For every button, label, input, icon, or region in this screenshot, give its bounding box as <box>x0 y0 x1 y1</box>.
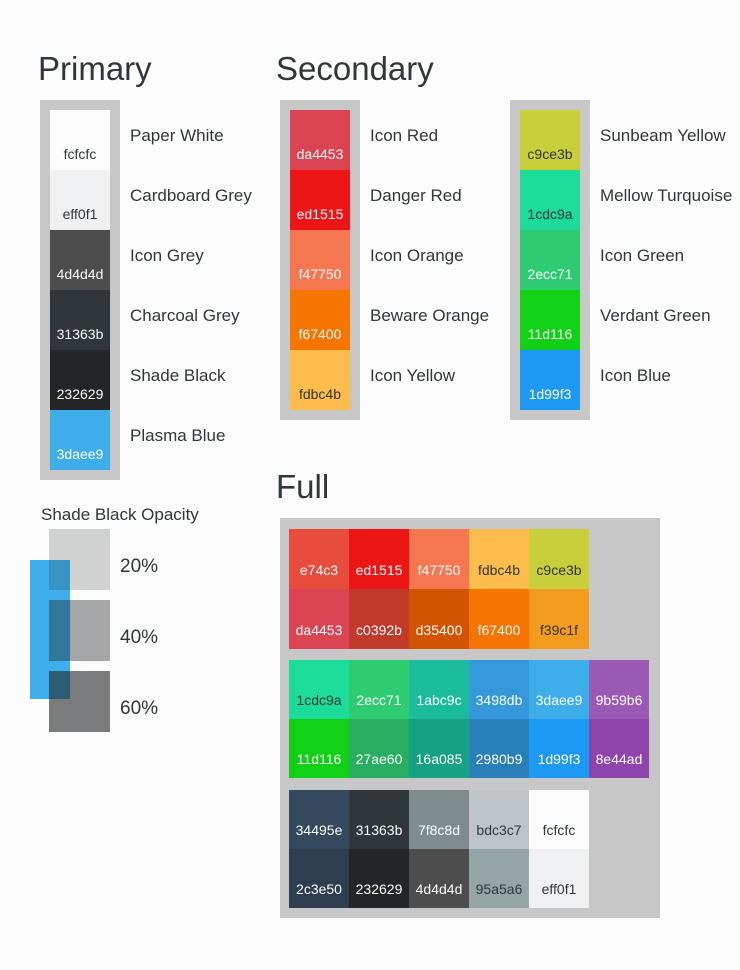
palette-cell: ed1515 <box>349 529 409 589</box>
color-swatch: f67400 <box>290 290 350 350</box>
palette-cell: 1abc9c <box>409 660 469 719</box>
opacity-swatch <box>49 529 110 590</box>
palette-cell: 2ecc71 <box>349 660 409 719</box>
palette-cell: c9ce3b <box>529 529 589 589</box>
palette-cell: 34495e <box>289 790 349 849</box>
color-name-label: Paper White <box>130 126 224 145</box>
palette-cell: 11d116 <box>289 719 349 778</box>
palette-cell: 7f8c8d <box>409 790 469 849</box>
palette-cell: 2980b9 <box>469 719 529 778</box>
color-swatch: 232629 <box>50 350 110 410</box>
opacity-swatch <box>49 671 110 732</box>
palette-cell: e74c3 <box>289 529 349 589</box>
color-swatch: 1cdc9a <box>520 170 580 230</box>
color-swatch: eff0f1 <box>50 170 110 230</box>
secondary-heading: Secondary <box>276 50 434 87</box>
color-swatch: 31363b <box>50 290 110 350</box>
color-name-label: Danger Red <box>370 186 462 205</box>
opacity-percent-label: 20% <box>120 556 159 577</box>
color-swatch: da4453 <box>290 110 350 170</box>
palette-cell: 31363b <box>349 790 409 849</box>
palette-cell: eff0f1 <box>529 849 589 908</box>
palette-cell: f47750 <box>409 529 469 589</box>
palette-cell: 232629 <box>349 849 409 908</box>
color-name-label: Sunbeam Yellow <box>600 126 726 145</box>
palette-cell: 9b59b6 <box>589 660 649 719</box>
color-name-label: Cardboard Grey <box>130 186 252 205</box>
color-swatch: fdbc4b <box>290 350 350 410</box>
palette-cell: bdc3c7 <box>469 790 529 849</box>
color-name-label: Verdant Green <box>600 306 711 325</box>
primary-heading: Primary <box>38 50 152 87</box>
full-heading: Full <box>276 468 330 505</box>
palette-cell: f67400 <box>469 589 529 649</box>
palette-cell: 95a5a6 <box>469 849 529 908</box>
color-name-label: Icon Grey <box>130 246 204 265</box>
color-swatch: 1d99f3 <box>520 350 580 410</box>
palette-cell: 3daee9 <box>529 660 589 719</box>
color-name-label: Icon Red <box>370 126 439 145</box>
palette-cell: 1d99f3 <box>529 719 589 778</box>
palette-cell: 8e44ad <box>589 719 649 778</box>
palette-cell: fdbc4b <box>469 529 529 589</box>
color-name-label: Mellow Turquoise <box>600 186 733 205</box>
palette-cell: 4d4d4d <box>409 849 469 908</box>
color-swatch: c9ce3b <box>520 110 580 170</box>
color-name-label: Icon Blue <box>600 366 671 385</box>
palette-cell: 3498db <box>469 660 529 719</box>
palette-cell: f39c1f <box>529 589 589 649</box>
opacity-heading: Shade Black Opacity <box>41 505 199 524</box>
palette-cell: fcfcfc <box>529 790 589 849</box>
color-swatch: fcfcfc <box>50 110 110 170</box>
opacity-percent-label: 40% <box>120 627 159 648</box>
color-swatch: 2ecc71 <box>520 230 580 290</box>
opacity-percent-label: 60% <box>120 698 159 719</box>
color-swatch: 11d116 <box>520 290 580 350</box>
color-swatch: 4d4d4d <box>50 230 110 290</box>
opacity-swatch <box>49 600 110 661</box>
color-swatch: f47750 <box>290 230 350 290</box>
palette-cell: 16a085 <box>409 719 469 778</box>
palette-cell: d35400 <box>409 589 469 649</box>
color-name-label: Icon Yellow <box>370 366 456 385</box>
color-name-label: Shade Black <box>130 366 226 385</box>
color-name-label: Icon Green <box>600 246 685 265</box>
palette-cell: 2c3e50 <box>289 849 349 908</box>
color-name-label: Icon Orange <box>370 246 464 265</box>
palette-cell: c0392b <box>349 589 409 649</box>
palette-cell: 1cdc9a <box>289 660 349 719</box>
color-swatch: ed1515 <box>290 170 350 230</box>
color-name-label: Plasma Blue <box>130 426 226 445</box>
color-name-label: Beware Orange <box>370 306 490 325</box>
palette-cell: 27ae60 <box>349 719 409 778</box>
palette-cell: da4453 <box>289 589 349 649</box>
color-swatch: 3daee9 <box>50 410 110 470</box>
color-name-label: Charcoal Grey <box>130 306 240 325</box>
